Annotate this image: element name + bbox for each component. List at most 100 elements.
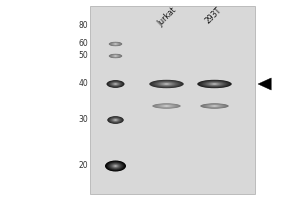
Ellipse shape: [197, 80, 232, 88]
Ellipse shape: [204, 104, 225, 108]
Text: 20: 20: [79, 162, 88, 170]
Ellipse shape: [112, 55, 119, 57]
Ellipse shape: [162, 83, 171, 85]
Ellipse shape: [106, 80, 124, 88]
Ellipse shape: [207, 105, 222, 107]
Text: 30: 30: [79, 116, 88, 124]
Ellipse shape: [157, 104, 176, 108]
Ellipse shape: [109, 81, 122, 87]
Ellipse shape: [109, 42, 122, 46]
Ellipse shape: [154, 81, 179, 87]
Ellipse shape: [112, 82, 119, 86]
Text: Jurkat: Jurkat: [156, 6, 178, 28]
Ellipse shape: [209, 83, 220, 85]
Ellipse shape: [112, 55, 119, 57]
Ellipse shape: [111, 164, 120, 168]
Ellipse shape: [110, 54, 121, 58]
Ellipse shape: [107, 161, 124, 171]
Ellipse shape: [153, 104, 180, 108]
Ellipse shape: [113, 119, 118, 121]
Ellipse shape: [109, 162, 122, 170]
Ellipse shape: [110, 163, 121, 169]
Ellipse shape: [111, 55, 120, 57]
Bar: [90, 6, 255, 194]
Ellipse shape: [106, 161, 125, 171]
Ellipse shape: [149, 80, 184, 88]
Ellipse shape: [211, 105, 218, 107]
Ellipse shape: [162, 105, 171, 107]
Ellipse shape: [114, 165, 117, 167]
Ellipse shape: [201, 104, 228, 108]
Ellipse shape: [159, 105, 174, 107]
Ellipse shape: [108, 162, 123, 170]
Ellipse shape: [200, 80, 229, 87]
Ellipse shape: [161, 83, 172, 85]
Ellipse shape: [113, 43, 118, 45]
Ellipse shape: [110, 42, 121, 46]
Ellipse shape: [109, 54, 122, 58]
Ellipse shape: [155, 81, 178, 87]
Ellipse shape: [108, 81, 123, 87]
Ellipse shape: [114, 119, 117, 121]
Ellipse shape: [112, 43, 119, 45]
Ellipse shape: [112, 83, 118, 85]
Ellipse shape: [163, 105, 170, 107]
Ellipse shape: [110, 42, 121, 46]
Ellipse shape: [206, 104, 223, 108]
Ellipse shape: [113, 55, 118, 57]
Ellipse shape: [113, 165, 118, 167]
Ellipse shape: [208, 105, 220, 107]
Ellipse shape: [111, 82, 120, 86]
Ellipse shape: [111, 118, 120, 122]
Ellipse shape: [152, 80, 181, 87]
Ellipse shape: [107, 116, 124, 124]
Ellipse shape: [112, 118, 119, 122]
Text: 50: 50: [79, 51, 88, 60]
Ellipse shape: [112, 43, 119, 45]
Text: 40: 40: [79, 79, 88, 88]
Ellipse shape: [151, 80, 182, 88]
Text: 293T: 293T: [204, 6, 224, 26]
Ellipse shape: [164, 83, 169, 85]
Ellipse shape: [110, 163, 122, 169]
Ellipse shape: [205, 104, 224, 108]
Ellipse shape: [111, 118, 120, 122]
Ellipse shape: [210, 105, 219, 107]
Polygon shape: [258, 78, 271, 90]
Ellipse shape: [113, 55, 118, 57]
Ellipse shape: [109, 117, 122, 123]
Ellipse shape: [110, 117, 121, 123]
Ellipse shape: [206, 82, 223, 86]
Ellipse shape: [207, 82, 222, 86]
Ellipse shape: [109, 54, 122, 58]
Ellipse shape: [113, 83, 118, 85]
Ellipse shape: [199, 80, 230, 88]
Ellipse shape: [110, 82, 121, 86]
Ellipse shape: [156, 104, 177, 108]
Ellipse shape: [113, 43, 118, 45]
Ellipse shape: [107, 81, 124, 87]
Ellipse shape: [202, 104, 226, 108]
Ellipse shape: [114, 83, 117, 85]
Ellipse shape: [204, 82, 225, 86]
Ellipse shape: [112, 164, 119, 168]
Ellipse shape: [203, 81, 226, 87]
Ellipse shape: [113, 119, 118, 121]
Ellipse shape: [212, 83, 218, 85]
Ellipse shape: [159, 82, 174, 86]
Ellipse shape: [158, 104, 175, 108]
Ellipse shape: [154, 104, 178, 108]
Ellipse shape: [114, 43, 117, 45]
Ellipse shape: [114, 55, 117, 57]
Ellipse shape: [160, 105, 172, 107]
Ellipse shape: [202, 81, 227, 87]
Ellipse shape: [200, 103, 229, 109]
Ellipse shape: [152, 103, 181, 109]
Ellipse shape: [105, 160, 126, 171]
Ellipse shape: [109, 42, 122, 46]
Ellipse shape: [111, 43, 120, 45]
Text: 60: 60: [79, 40, 88, 48]
Ellipse shape: [110, 54, 121, 58]
Ellipse shape: [110, 81, 122, 87]
Ellipse shape: [108, 117, 123, 123]
